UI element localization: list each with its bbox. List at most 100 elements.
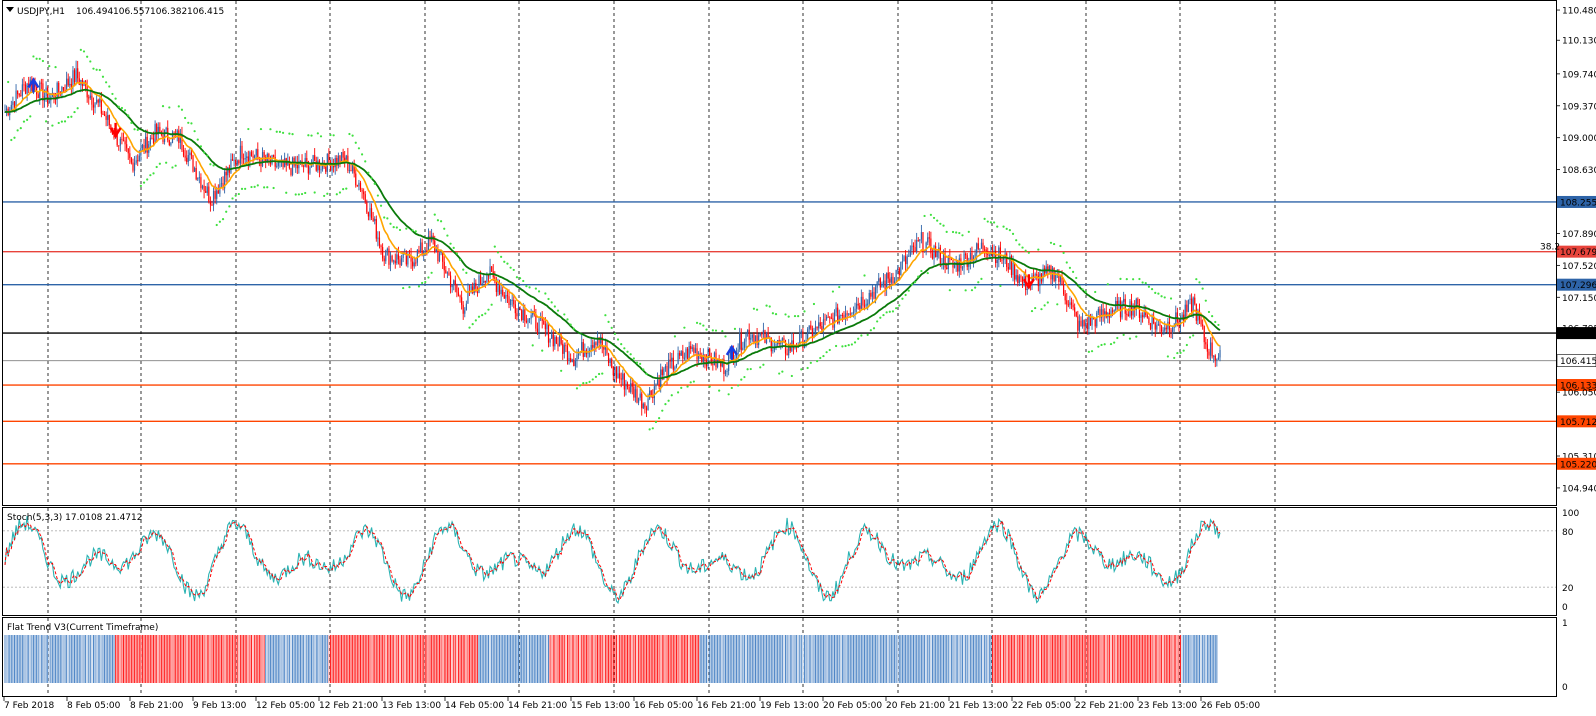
sar-dot [727,393,730,396]
trend-bar [137,635,139,683]
trend-bar [307,635,309,683]
candle-body [75,68,77,82]
price-level-tag[interactable] [1557,415,1596,428]
trend-bar [895,635,897,683]
sar-dot [531,344,534,347]
trend-bar [333,635,335,683]
trend-bar [413,635,415,683]
price-level-tag[interactable] [1557,195,1596,208]
candle-body [1048,265,1050,272]
candle-body [942,253,945,264]
trend-bar [495,635,497,683]
trend-bar [427,635,429,683]
trend-bar [178,635,180,683]
sar-dot [964,289,967,292]
candle-body [593,342,595,348]
trend-bar [968,635,970,683]
candle-body [1094,319,1096,327]
price-level-tag[interactable] [1557,327,1596,340]
price-level-tag[interactable] [1557,379,1596,392]
time-tick-label: 14 Feb 05:00 [445,701,504,711]
trend-bar [1093,635,1095,683]
candle-body [268,153,270,159]
trend-bar [506,635,508,683]
candle-body [344,157,346,162]
candle-body [198,177,200,179]
sar-dot [1138,277,1141,281]
price-level-tag[interactable] [1557,245,1596,258]
trend-bar [541,635,543,683]
sar-dot [822,354,825,358]
trend-bar [205,635,207,683]
trend-bar [1053,635,1055,683]
trend-bar [135,635,137,683]
price-level-tag[interactable] [1557,278,1596,291]
sar-dot [70,115,73,118]
candle-body [192,155,194,172]
trend-bar [928,635,930,683]
collapse-arrow-icon[interactable] [6,7,14,12]
candle-body [1069,302,1071,306]
trend-bar [712,635,714,683]
trend-bar [592,635,594,683]
price-tick-label: 110.480 [1562,7,1596,17]
trend-bar [543,635,545,683]
candle-body [1181,314,1183,320]
trend-bar [299,635,301,683]
candle-body [296,163,298,169]
candle-body [1007,267,1009,270]
trend-bar [548,635,550,683]
trend-bar [164,635,166,683]
trend-bar [803,635,805,683]
trend-bar [127,635,129,683]
trend-bar [510,635,512,683]
trend-bar [1037,635,1039,683]
candle-body [514,304,516,314]
candle-body [15,90,17,108]
trend-bar [481,635,483,683]
candle-body [337,155,339,166]
candle-body [584,350,586,357]
candle-body [449,275,452,288]
trend-bar [729,635,731,683]
candle-body [170,142,172,146]
trend-bar [568,635,570,683]
candle-body [367,212,369,217]
candle-body [276,165,278,167]
candle-body [805,340,807,342]
sar-dot [165,161,168,164]
candle-body [1031,275,1033,284]
trend-bar [21,635,23,683]
trend-bar [796,635,798,683]
candle-body [754,335,757,343]
trend-bar [10,635,12,683]
sar-dot [737,384,740,387]
trend-bar [1127,635,1129,683]
trend-bar [176,635,178,683]
trend-bar [766,635,768,683]
trend-bar [298,635,300,683]
trend-bar [900,635,902,683]
candle-body [110,125,112,129]
price-level-tag[interactable] [1556,354,1596,367]
candle-body [288,160,290,169]
trend-bar [718,635,720,683]
sar-dot [939,222,942,225]
candle-body [315,161,317,171]
trend-bar [13,635,15,683]
trend-bar [246,635,248,683]
sar-dot [955,231,958,234]
candle-body [753,334,755,343]
sar-dot [866,333,869,336]
trend-bar [1168,635,1170,683]
trend-bar [336,635,338,683]
price-level-tag[interactable] [1557,457,1596,470]
candle-body [726,370,728,372]
trend-bar [532,635,534,683]
sar-dot [465,271,468,274]
candle-body [974,253,976,257]
trend-bar [676,635,677,683]
trend-bar [720,635,722,683]
candle-body [1012,263,1014,276]
